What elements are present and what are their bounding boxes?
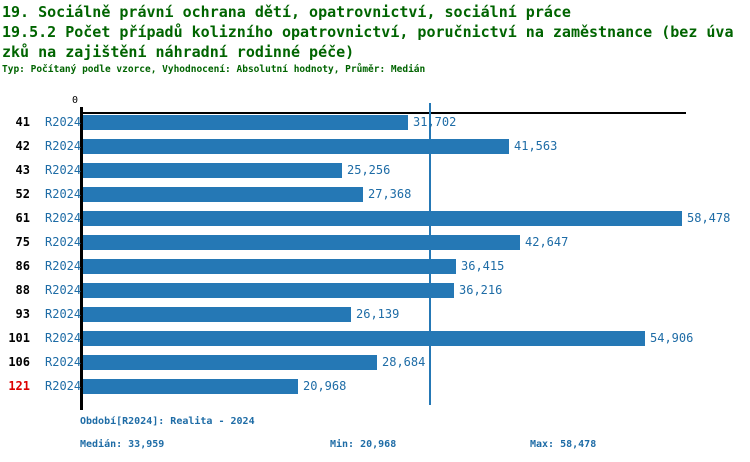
bar xyxy=(83,355,377,370)
row-period-label: R2024 xyxy=(45,139,82,153)
footer-max-label: Max: 58,478 xyxy=(530,439,597,450)
bar xyxy=(83,235,520,250)
chart-title-line-1: 19. Sociálně právní ochrana dětí, opatro… xyxy=(2,3,571,21)
bar-value-label: 42,647 xyxy=(525,235,569,249)
bar xyxy=(83,211,682,226)
footer-min-label: Min: 20,968 xyxy=(330,439,397,450)
bar-value-label: 26,139 xyxy=(356,307,400,321)
bar xyxy=(83,259,456,274)
row-category-label: 75 xyxy=(15,235,30,249)
row-period-label: R2024 xyxy=(45,259,82,273)
bar xyxy=(83,115,408,130)
row-category-label: 42 xyxy=(15,139,30,153)
bar xyxy=(83,331,645,346)
row-period-label: R2024 xyxy=(45,163,82,177)
bar-value-label: 31,702 xyxy=(413,115,457,129)
bar-value-label: 27,368 xyxy=(368,187,412,201)
row-period-label: R2024 xyxy=(45,379,82,393)
bar-value-label: 20,968 xyxy=(303,379,347,393)
chart-title-line-2: 19.5.2 Počet případů kolizního opatrovni… xyxy=(2,23,734,41)
y-axis-line xyxy=(80,107,83,410)
row-period-label: R2024 xyxy=(45,187,82,201)
bar xyxy=(83,187,363,202)
row-category-label: 93 xyxy=(15,307,30,321)
row-category-label: 121 xyxy=(8,379,30,393)
row-category-label: 61 xyxy=(15,211,30,225)
x-axis-origin-label: 0 xyxy=(71,95,78,106)
row-category-label: 86 xyxy=(15,259,30,273)
bar xyxy=(83,163,342,178)
row-period-label: R2024 xyxy=(45,355,82,369)
bar xyxy=(83,379,298,394)
row-period-label: R2024 xyxy=(45,115,82,129)
row-period-label: R2024 xyxy=(45,283,82,297)
footer-period-label: Období[R2024]: Realita - 2024 xyxy=(80,416,255,427)
bar xyxy=(83,283,454,298)
bar-value-label: 54,906 xyxy=(650,331,694,345)
chart-subtitle: Typ: Počítaný podle vzorce, Vyhodnocení:… xyxy=(2,64,426,75)
row-category-label: 101 xyxy=(8,331,30,345)
bar-value-label: 36,415 xyxy=(461,259,505,273)
median-line xyxy=(429,103,431,405)
row-period-label: R2024 xyxy=(45,331,82,345)
bar xyxy=(83,307,351,322)
row-category-label: 106 xyxy=(8,355,30,369)
row-period-label: R2024 xyxy=(45,307,82,321)
row-category-label: 52 xyxy=(15,187,30,201)
bar-value-label: 28,684 xyxy=(382,355,426,369)
row-category-label: 88 xyxy=(15,283,30,297)
bar-value-label: 25,256 xyxy=(347,163,391,177)
bar-value-label: 36,216 xyxy=(459,283,503,297)
row-category-label: 43 xyxy=(15,163,30,177)
bar xyxy=(83,139,509,154)
row-category-label: 41 xyxy=(15,115,30,129)
bar-value-label: 41,563 xyxy=(514,139,558,153)
chart-title-line-3: zků na zajištění náhradní rodinné péče) xyxy=(2,43,355,61)
footer-median-label: Medián: 33,959 xyxy=(80,439,165,450)
row-period-label: R2024 xyxy=(45,235,82,249)
row-period-label: R2024 xyxy=(45,211,82,225)
x-axis-line xyxy=(80,112,686,114)
bar-value-label: 58,478 xyxy=(687,211,731,225)
